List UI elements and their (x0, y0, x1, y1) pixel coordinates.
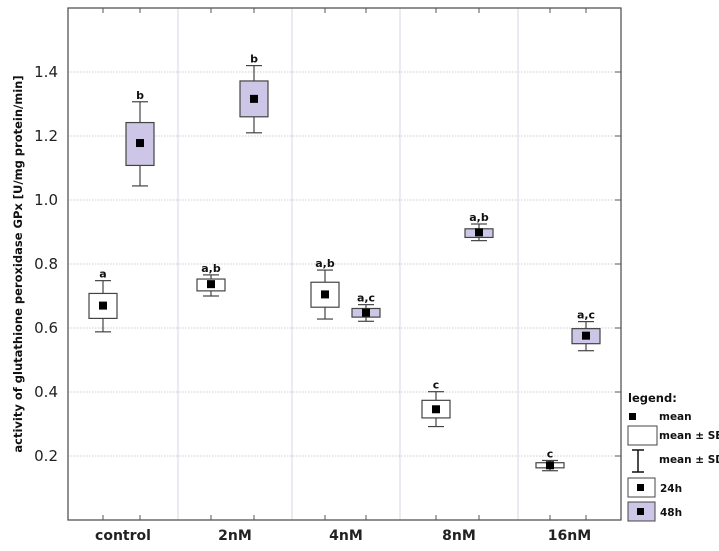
mean-marker (136, 139, 144, 148)
legend-se-label: mean ± SE (659, 430, 719, 442)
y-tick-label: 1.4 (34, 63, 58, 81)
y-axis: 0.2 0.4 0.6 0.8 1.0 1.2 1.4 (34, 63, 621, 465)
mean-marker (321, 290, 329, 299)
x-tick-label: 2nM (218, 528, 252, 544)
significance-label: c (547, 447, 554, 460)
x-tick-label: 4nM (329, 528, 363, 544)
y-tick-label: 1.0 (34, 191, 58, 209)
mean-marker (475, 228, 483, 237)
significance-label: c (433, 379, 440, 392)
box-24h-4nM: a,b (310, 257, 340, 320)
box-48h-4nM: a,c (351, 292, 381, 322)
legend-24h-mean-marker (637, 484, 644, 491)
legend-sd-whisker (632, 449, 644, 473)
legend-title: legend: (628, 391, 677, 405)
x-tick-label: 8nM (442, 528, 476, 544)
significance-label: a,b (315, 257, 335, 270)
box-48h-2nM: b (239, 53, 269, 134)
box-48h-control: b (125, 89, 155, 187)
legend-se-box (627, 425, 658, 446)
legend-mean-label: mean (659, 411, 692, 423)
box-24h-2nM: a,b (196, 262, 226, 297)
mean-marker (362, 308, 370, 317)
legend-sd-label: mean ± SD (659, 454, 719, 466)
x-axis: control 2nM 4nM 8nM 16nM (95, 8, 591, 544)
legend-24h-label: 24h (660, 483, 682, 495)
significance-label: a,b (201, 262, 221, 275)
y-axis-label: activity of glutathione peroxidase GPx [… (11, 75, 25, 452)
box-48h-16nM: a,c (571, 309, 601, 352)
se-box (310, 281, 340, 308)
mean-marker (250, 94, 258, 103)
grid-lines (68, 71, 621, 457)
box-24h-16nM: c (535, 447, 565, 472)
y-tick-label: 0.2 (34, 447, 58, 465)
mean-marker (207, 280, 215, 289)
y-tick-label: 0.6 (34, 319, 58, 337)
significance-label: b (136, 89, 144, 102)
legend-mean-marker (629, 413, 636, 420)
significance-label: a,c (577, 309, 595, 322)
legend: legend: mean mean ± SE mean ± SD 24h 48h (627, 391, 719, 522)
y-tick-label: 1.2 (34, 127, 58, 145)
category-separators (177, 8, 519, 520)
legend-48h-mean-marker (637, 508, 644, 515)
box-24h-control: a (88, 268, 118, 333)
significance-label: a,c (357, 292, 375, 305)
legend-48h-label: 48h (660, 507, 682, 519)
boxes: a b a,b b a,b a,c c a,b c a,c (88, 53, 601, 472)
mean-marker (546, 461, 554, 470)
box-48h-8nM: a,b (464, 211, 494, 242)
mean-marker (432, 405, 440, 414)
y-tick-label: 0.8 (34, 255, 58, 273)
significance-label: b (250, 53, 258, 66)
x-tick-label: 16nM (548, 528, 591, 544)
mean-marker (99, 301, 107, 310)
box-24h-8nM: c (421, 379, 451, 428)
significance-label: a,b (469, 211, 489, 224)
y-tick-label: 0.4 (34, 383, 58, 401)
significance-label: a (99, 268, 106, 281)
x-tick-label: control (95, 528, 151, 544)
mean-marker (582, 331, 590, 340)
